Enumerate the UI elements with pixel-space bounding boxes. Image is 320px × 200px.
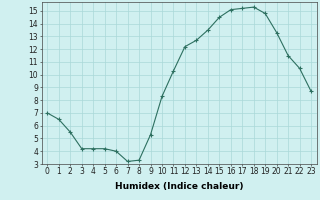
X-axis label: Humidex (Indice chaleur): Humidex (Indice chaleur)	[115, 182, 244, 191]
